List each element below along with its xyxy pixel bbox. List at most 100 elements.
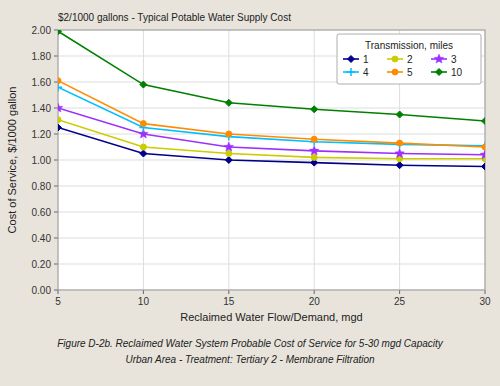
tick-y — [54, 30, 58, 31]
marker — [58, 78, 61, 84]
plot-frame — [58, 30, 485, 290]
marker — [140, 121, 146, 127]
marker — [225, 99, 232, 106]
tick-y — [54, 186, 58, 187]
tick-y — [54, 238, 58, 239]
marker — [58, 83, 62, 91]
grid-line-y — [58, 160, 485, 161]
tick-y — [54, 264, 58, 265]
series — [58, 124, 485, 170]
plot-area — [58, 30, 485, 290]
marker — [397, 140, 403, 146]
tick-y — [54, 212, 58, 213]
marker — [140, 144, 146, 150]
tick-label-y: 0.60 — [32, 207, 52, 218]
grid-line-y — [58, 264, 485, 265]
tick-label-y: 0.00 — [32, 285, 52, 296]
tick-x — [143, 290, 144, 294]
tick-y — [54, 160, 58, 161]
marker — [311, 136, 317, 142]
tick-label-y: 1.20 — [32, 129, 52, 140]
marker — [140, 81, 147, 88]
caption: Figure D-2b. Reclaimed Water System Prob… — [57, 338, 444, 349]
grid-line-y — [58, 238, 485, 239]
tick-y — [54, 290, 58, 291]
marker — [140, 150, 147, 157]
tick-x — [485, 290, 486, 294]
marker — [395, 149, 405, 158]
tick-label-y: 0.40 — [32, 233, 52, 244]
tick-x — [58, 290, 59, 294]
marker — [58, 30, 62, 35]
legend-label: 2 — [407, 54, 413, 65]
series — [58, 103, 485, 159]
grid-line-y — [58, 108, 485, 109]
marker — [58, 117, 61, 123]
annotation: $2/1000 gallons - Typical Potable Water … — [58, 12, 291, 23]
background — [0, 0, 500, 386]
x-axis-label: Reclaimed Water Flow/Demand, mgd — [180, 311, 362, 323]
series — [58, 78, 485, 150]
marker — [396, 140, 404, 148]
marker — [58, 124, 62, 131]
marker — [309, 146, 319, 155]
series-group — [58, 30, 485, 170]
marker — [226, 151, 232, 157]
marker — [226, 131, 232, 137]
marker — [482, 144, 485, 150]
series — [58, 30, 485, 124]
legend-title: Transmission, miles — [365, 40, 453, 51]
tick-label-x: 30 — [479, 296, 491, 307]
marker — [224, 142, 234, 151]
line — [58, 128, 485, 167]
marker — [58, 103, 63, 112]
legend-marker — [436, 69, 443, 76]
tick-y — [54, 56, 58, 57]
tick-label-x: 25 — [394, 296, 406, 307]
tick-y — [54, 134, 58, 135]
grid — [58, 30, 485, 290]
marker — [311, 106, 318, 113]
y-axis-label: Cost of Service, $/1000 gallon — [6, 87, 18, 234]
tick-label-y: 1.80 — [32, 51, 52, 62]
legend-label: 5 — [407, 67, 413, 78]
marker — [396, 162, 403, 169]
legend-label: 3 — [451, 54, 457, 65]
tick-y — [54, 108, 58, 109]
marker — [481, 142, 485, 150]
marker — [396, 111, 403, 118]
grid-line-y — [58, 186, 485, 187]
tick-label-y: 1.60 — [32, 77, 52, 88]
legend-frame — [337, 34, 481, 84]
tick-label-x: 5 — [55, 296, 61, 307]
legend-label: 1 — [363, 54, 369, 65]
tick-y — [54, 82, 58, 83]
line — [58, 81, 485, 147]
tick-label-y: 1.00 — [32, 155, 52, 166]
legend-marker — [434, 54, 444, 63]
legend-label: 10 — [451, 67, 463, 78]
line — [58, 108, 485, 155]
tick-label-x: 10 — [138, 296, 150, 307]
marker — [225, 157, 232, 164]
grid-line-y — [58, 134, 485, 135]
chart: 0.00 0.20 0.40 0.60 0.80 1.00 1.20 1.40 1.60 1.80… — [0, 0, 500, 386]
tick-label-y: 1.40 — [32, 103, 52, 114]
tick-label-y: 0.20 — [32, 259, 52, 270]
tick-x — [314, 290, 315, 294]
marker — [482, 118, 486, 125]
tick-label-x: 20 — [309, 296, 321, 307]
marker — [480, 150, 485, 159]
legend-marker — [392, 69, 398, 75]
tick-x — [399, 290, 400, 294]
grid-line-x — [143, 30, 144, 290]
legend-marker — [348, 56, 355, 63]
legend: Transmission, miles1234510 — [337, 34, 481, 84]
legend-marker — [347, 68, 355, 76]
tick-x — [228, 290, 229, 294]
grid-line-y — [58, 212, 485, 213]
tick-label-y: 0.80 — [32, 181, 52, 192]
line — [58, 31, 485, 121]
tick-label-x: 15 — [223, 296, 235, 307]
marker — [311, 154, 317, 160]
